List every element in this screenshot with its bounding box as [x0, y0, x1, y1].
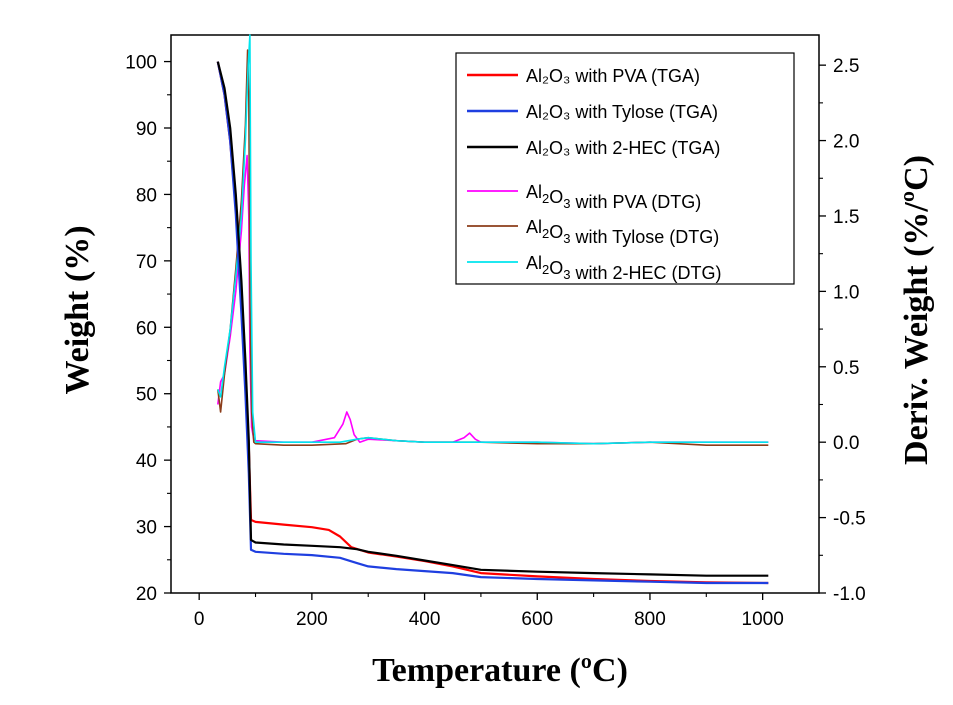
plot-frame: [170, 34, 820, 594]
y2-tick-label: 2.5: [833, 56, 859, 77]
y2-tick-label: 1.0: [833, 282, 859, 303]
y-tick-label: 60: [136, 318, 157, 339]
y-tick-label: 90: [136, 119, 157, 140]
legend-label: Al2O3 with 2-HEC (DTG): [526, 253, 722, 283]
axis-ticks: [164, 60, 826, 600]
y-tick-label: 40: [136, 451, 157, 472]
legend: Al₂O₃ with PVA (TGA) Al₂O₃ with Tylose (T…: [455, 52, 795, 285]
y-tick-label: 80: [136, 185, 157, 206]
y2-tick-label: 0.0: [833, 433, 859, 454]
x-tick-label: 400: [409, 609, 441, 630]
y2-axis-title: Deriv. Weight (%/ºC): [898, 155, 935, 465]
y2-tick-label: 1.5: [833, 207, 859, 228]
y-tick-label: 20: [136, 584, 157, 605]
x-tick-label: 0: [194, 609, 205, 630]
tick-labels: 0 200 400 600 800 1000 20 30 40 50 60 70 80 90 100 -1.0…: [125, 53, 865, 630]
series-line-2: [216, 61, 769, 585]
y2-tick-label: 0.5: [833, 358, 859, 379]
legend-label: Al₂O₃ with 2-HEC (TGA): [526, 138, 720, 158]
y2-tick-label: -0.5: [833, 509, 866, 530]
legend-label: Al2O3 with Tylose (DTG): [526, 217, 719, 247]
y2-tick-label: 2.0: [833, 132, 859, 153]
y-tick-label: 30: [136, 518, 157, 539]
y-axis-title: Weight (%): [59, 225, 96, 394]
y-tick-label: 70: [136, 252, 157, 273]
series-layer: [216, 34, 769, 585]
series-line-3: [216, 61, 769, 577]
y-tick-label: 100: [125, 53, 157, 74]
x-tick-label: 1000: [742, 609, 784, 630]
x-tick-label: 800: [634, 609, 666, 630]
y2-tick-label: -1.0: [833, 584, 866, 605]
x-tick-label: 200: [296, 609, 328, 630]
legend-label: Al2O3 with PVA (DTG): [526, 182, 701, 212]
legend-box: [455, 52, 795, 285]
x-tick-label: 600: [521, 609, 553, 630]
legend-label: Al₂O₃ with PVA (TGA): [526, 66, 700, 86]
series-line-6: [217, 34, 769, 445]
y-tick-label: 50: [136, 385, 157, 406]
x-axis-title: Temperature (ºC): [372, 652, 628, 689]
legend-label: Al₂O₃ with Tylose (TGA): [526, 102, 718, 122]
series-line-4: [217, 154, 769, 445]
